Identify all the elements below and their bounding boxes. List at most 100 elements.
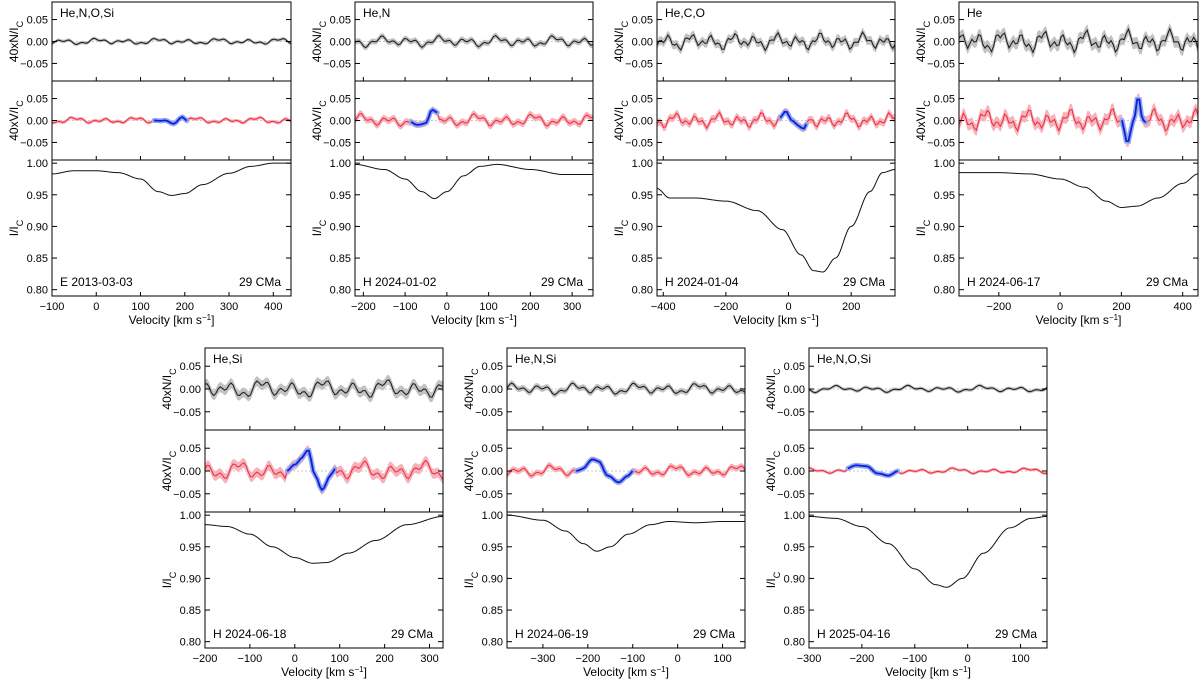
panel-5: 0.05 0.00 −0.05 0.05 0.00 −0.05 1.00 0.95 0.90 0.… [160,347,444,680]
null-y-axis-label: 40xN/IC [612,20,630,62]
elements-label: He,N,Si [515,352,556,366]
stokes-error-band [507,456,745,486]
stokes-y-tick-label: 0.00 [330,116,351,128]
intensity-frame [204,511,444,649]
intensity-y-axis-label: I/IC [914,219,932,236]
signal-profile-line [154,116,188,125]
x-tick-label: −200 [986,301,1011,313]
intensity-y-tick-label: 0.80 [330,285,351,297]
intensity-y-tick-label: 0.95 [784,542,805,554]
null-error-band [657,27,895,55]
x-tick-label: 300 [220,301,238,313]
x-axis-label: Velocity [km s−1] [733,313,819,328]
stokes-y-axis-label: 40xV/IC [462,450,480,491]
intensity-y-tick-label: 0.80 [784,637,805,649]
intensity-frame [808,511,1048,649]
intensity-y-axis-label: I/IC [612,219,630,236]
stokes-y-tick-label: 0.00 [632,116,653,128]
star-label: 29 CMa [1146,275,1188,289]
intensity-y-tick-label: 0.85 [632,253,653,265]
stokes-y-tick-label: 0.05 [632,94,653,106]
null-y-tick-label: 0.00 [330,37,351,49]
x-tick-label: 0 [965,653,971,665]
panel-2: 0.05 0.00 −0.05 0.05 0.00 −0.05 1.00 0.95 0.90 0.… [310,1,594,327]
x-tick-label: −100 [902,653,927,665]
star-label: 29 CMa [995,627,1037,641]
stokes-y-tick-label: −0.05 [20,137,48,149]
elements-label: He,N,O,Si [817,352,871,366]
signal-profile-line [286,449,336,492]
null-y-tick-label: 0.05 [180,361,201,373]
star-label: 29 CMa [541,275,583,289]
intensity-frame [958,159,1199,297]
panel-4: 0.05 0.00 −0.05 0.05 0.00 −0.05 1.00 0.95 0.90 0.… [914,1,1199,327]
null-error-band [507,380,745,398]
null-y-axis-label: 40xN/IC [462,368,480,410]
x-tick-label: 200 [521,301,539,313]
null-y-tick-label: 0.05 [784,361,805,373]
intensity-y-tick-label: 0.95 [632,190,653,202]
x-tick-label: 100 [331,653,349,665]
stokes-y-tick-label: −0.05 [927,137,955,149]
stokes-y-tick-label: 0.00 [784,466,805,478]
intensity-y-tick-label: 0.95 [482,542,503,554]
intensity-y-tick-label: 0.80 [632,285,653,297]
intensity-y-tick-label: 0.90 [180,573,201,585]
intensity-frame [656,159,896,297]
null-profile-line [808,384,1048,394]
stokes-y-axis-label: 40xV/IC [914,100,932,141]
panel-7: 0.05 0.00 −0.05 0.05 0.00 −0.05 1.00 0.95 0.90 0.… [764,347,1048,680]
null-y-tick-label: 0.00 [180,384,201,396]
intensity-y-axis-label: I/IC [764,571,782,588]
null-y-tick-label: 0.00 [934,37,955,49]
observation-label: H 2024-01-02 [363,275,437,289]
intensity-y-tick-label: 0.85 [330,253,351,265]
intensity-y-tick-label: 0.95 [330,190,351,202]
observation-label: H 2024-01-04 [665,275,739,289]
x-tick-label: 100 [479,301,497,313]
intensity-profile-line [959,172,1199,208]
null-y-tick-label: −0.05 [625,58,653,70]
stokes-y-tick-label: −0.05 [173,489,201,501]
observation-label: H 2024-06-18 [213,627,287,641]
x-tick-label: 300 [563,301,581,313]
null-error-band [809,383,1047,395]
intensity-y-tick-label: 0.95 [180,542,201,554]
x-tick-label: −300 [531,653,556,665]
null-y-tick-label: −0.05 [20,58,48,70]
x-axis-label: Velocity [km s−1] [281,665,367,680]
x-tick-label: 400 [1173,301,1191,313]
star-label: 29 CMa [693,627,735,641]
intensity-y-tick-label: 1.00 [934,158,955,170]
star-label: 29 CMa [239,275,281,289]
intensity-y-tick-label: 0.90 [482,573,503,585]
intensity-frame [51,159,292,297]
intensity-y-tick-label: 0.95 [27,190,48,202]
stokes-y-axis-label: 40xV/IC [310,100,328,141]
intensity-profile-line [656,168,896,273]
null-y-tick-label: 0.05 [632,15,653,27]
null-y-tick-label: 0.00 [632,37,653,49]
stokes-y-tick-label: 0.05 [934,94,955,106]
stokes-y-axis-label: 40xV/IC [612,100,630,141]
intensity-y-tick-label: 0.85 [934,253,955,265]
signal-profile-line [779,110,808,130]
null-profile-line [656,30,896,52]
x-axis-label: Velocity [km s−1] [885,665,971,680]
intensity-y-tick-label: 0.90 [632,221,653,233]
elements-label: He,N,O,Si [60,6,114,20]
stokes-y-axis-label: 40xV/IC [160,450,178,491]
stokes-error-band [355,106,593,130]
intensity-y-tick-label: 0.85 [482,605,503,617]
null-y-tick-label: 0.05 [482,361,503,373]
panel-1: 0.05 0.00 −0.05 0.05 0.00 −0.05 1.00 0.95 0.90 0.… [7,1,292,327]
null-y-tick-label: 0.05 [27,15,48,27]
intensity-y-tick-label: 0.80 [27,285,48,297]
intensity-y-tick-label: 0.90 [27,221,48,233]
null-y-tick-label: 0.05 [330,15,351,27]
x-tick-label: 100 [131,301,149,313]
panel-6: 0.05 0.00 −0.05 0.05 0.00 −0.05 1.00 0.95 0.90 0.… [462,347,746,679]
intensity-y-tick-label: 0.90 [934,221,955,233]
x-tick-label: −400 [651,301,676,313]
null-y-tick-label: −0.05 [323,58,351,70]
